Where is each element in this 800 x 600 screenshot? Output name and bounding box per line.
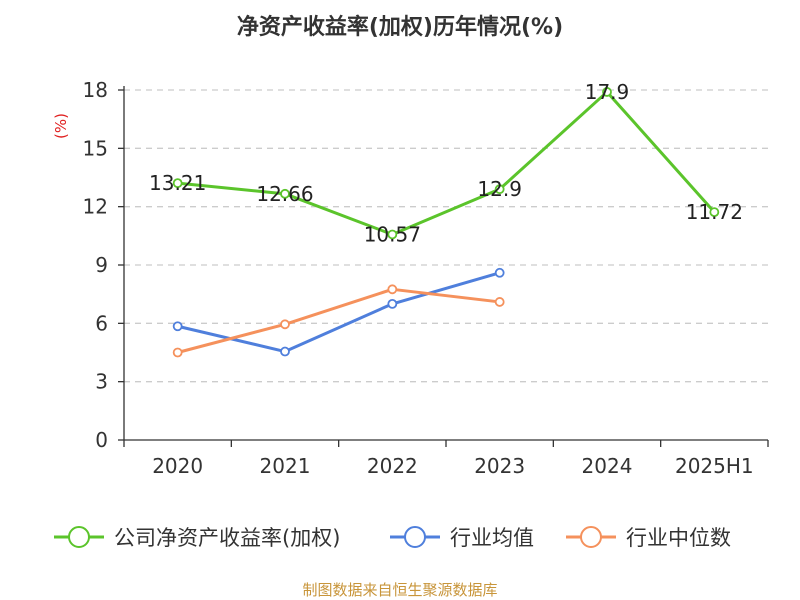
legend-label: 行业中位数 xyxy=(626,526,731,550)
y-tick-label: 3 xyxy=(95,370,108,394)
grid-lines xyxy=(124,89,768,383)
x-tick-label: 2024 xyxy=(582,454,633,478)
data-point xyxy=(494,184,505,195)
y-axis-ticks: 0 3 6 9 12 15 18 xyxy=(83,78,124,452)
data-point xyxy=(494,297,505,307)
y-tick-label: 6 xyxy=(95,311,108,335)
data-point xyxy=(387,298,398,309)
legend-marker xyxy=(68,526,90,548)
x-tick-label: 2021 xyxy=(260,454,311,478)
data-label: 13.21 xyxy=(149,171,206,195)
data-point xyxy=(709,207,720,218)
data-point xyxy=(280,188,290,199)
data-point xyxy=(387,229,398,240)
x-tick-label: 2025H1 xyxy=(675,454,754,478)
data-label: 10.57 xyxy=(364,222,421,246)
x-tick-label: 2020 xyxy=(152,454,203,478)
data-label: 12.66 xyxy=(256,182,313,206)
data-point xyxy=(172,321,183,332)
y-tick-label: 15 xyxy=(83,136,108,160)
legend-marker xyxy=(404,526,426,548)
series-line xyxy=(177,90,716,236)
x-tick-label: 2023 xyxy=(474,454,525,478)
legend: 公司净资产收益率(加权) 行业均值 行业中位数 xyxy=(54,526,731,550)
data-point xyxy=(280,346,290,357)
data-label: 17.9 xyxy=(585,80,630,104)
series-group xyxy=(172,87,720,358)
data-point xyxy=(280,319,290,330)
data-labels: 13.21 12.66 10.57 12.9 17.9 11.72 xyxy=(149,80,743,247)
chart-title: 净资产收益率(加权)历年情况(%) xyxy=(237,14,563,40)
y-tick-label: 12 xyxy=(83,195,108,219)
source-note: 制图数据来自恒生聚源数据库 xyxy=(302,581,497,599)
x-tick-label: 2022 xyxy=(367,454,418,478)
y-tick-label: 0 xyxy=(95,428,108,452)
legend-item: 公司净资产收益率(加权) xyxy=(54,526,340,550)
data-point xyxy=(172,178,183,189)
legend-marker xyxy=(580,526,602,548)
data-point xyxy=(172,347,183,358)
y-axis-label: (%) xyxy=(52,113,70,139)
data-label: 12.9 xyxy=(477,177,522,201)
y-tick-label: 9 xyxy=(95,253,108,277)
series-line xyxy=(177,287,500,354)
data-point xyxy=(387,284,398,295)
data-label: 11.72 xyxy=(686,200,743,224)
y-tick-label: 18 xyxy=(83,78,108,102)
legend-item: 行业均值 xyxy=(390,526,534,550)
axes xyxy=(123,86,768,441)
legend-item: 行业中位数 xyxy=(566,526,731,550)
legend-label: 公司净资产收益率(加权) xyxy=(114,526,340,550)
legend-label: 行业均值 xyxy=(450,526,534,550)
data-point xyxy=(494,267,505,278)
x-axis-ticks: 2020 2021 2022 2023 2024 2025H1 xyxy=(123,440,769,478)
data-point xyxy=(602,87,612,97)
